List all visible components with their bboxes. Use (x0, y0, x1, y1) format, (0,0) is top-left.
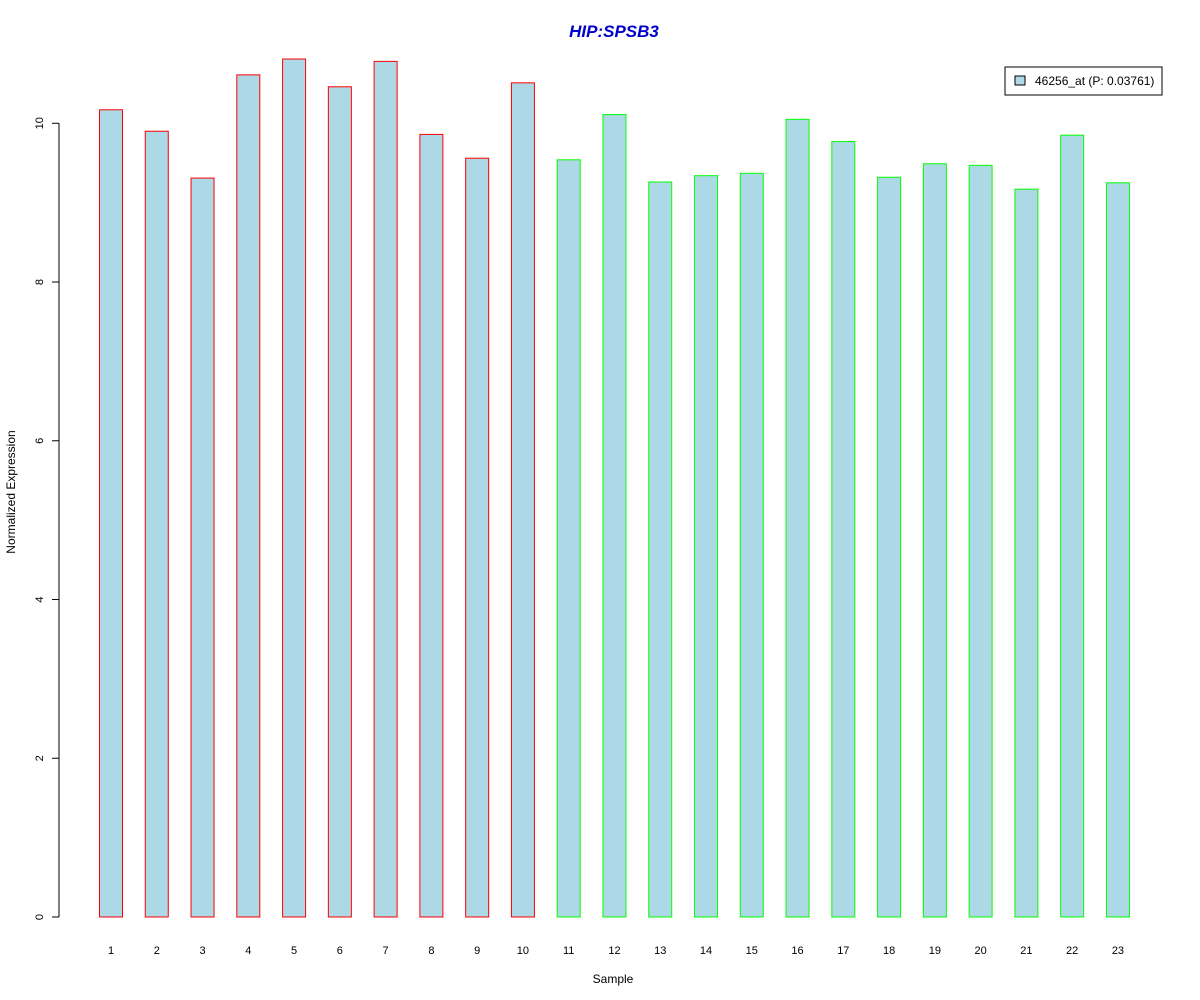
bar-sample-18 (877, 176, 902, 918)
x-tick-label: 23 (1112, 945, 1124, 957)
y-axis-title: Normalized Expression (4, 430, 18, 553)
x-tick-label: 4 (245, 945, 251, 957)
x-tick-label: 21 (1020, 945, 1032, 957)
bar-sample-15 (739, 172, 764, 918)
bar-sample-20 (968, 164, 993, 918)
bar-sample-16 (785, 118, 810, 918)
x-tick-label: 3 (199, 945, 205, 957)
y-tick-label: 4 (34, 596, 46, 602)
x-tick-label: 18 (883, 945, 895, 957)
bar-sample-17 (831, 141, 856, 918)
legend-box (1004, 66, 1163, 96)
x-tick-label: 1 (108, 945, 114, 957)
x-tick-label: 10 (517, 945, 529, 957)
legend-label: 46256_at (P: 0.03761) (1035, 74, 1154, 88)
bar-sample-9 (465, 157, 490, 918)
bar-sample-8 (419, 133, 444, 918)
y-tick-label: 10 (34, 117, 46, 129)
x-tick-label: 9 (474, 945, 480, 957)
bar-sample-6 (327, 86, 352, 918)
bar-sample-22 (1060, 134, 1085, 918)
x-tick-label: 17 (837, 945, 849, 957)
y-axis: 0 2 4 6 8 10 (34, 117, 60, 920)
x-tick-label: 12 (608, 945, 620, 957)
x-tick-label: 15 (746, 945, 758, 957)
legend-swatch (1014, 75, 1026, 86)
x-axis-title: Sample (593, 972, 634, 986)
bar-sample-7 (373, 60, 398, 918)
legend: 46256_at (P: 0.03761) (1004, 66, 1163, 96)
x-tick-label: 2 (154, 945, 160, 957)
x-tick-label: 11 (563, 945, 574, 957)
x-tick-label: 7 (383, 945, 389, 957)
y-tick-label: 0 (34, 914, 46, 920)
x-tick-label: 19 (929, 945, 941, 957)
bar-sample-21 (1014, 188, 1039, 918)
x-tick-labels: 1 2 3 4 5 6 7 8 9 10 11 12 13 14 15 16 17 18 19 20 21 22 23 (108, 945, 1124, 957)
x-tick-label: 8 (428, 945, 434, 957)
x-tick-label: 22 (1066, 945, 1078, 957)
bars-group (99, 58, 1130, 918)
x-tick-label: 20 (975, 945, 987, 957)
bar-sample-4 (236, 74, 261, 918)
x-tick-label: 14 (700, 945, 712, 957)
bar-sample-3 (190, 177, 215, 918)
y-tick-label: 2 (34, 755, 46, 761)
bar-sample-2 (144, 130, 169, 918)
x-tick-label: 16 (791, 945, 803, 957)
x-tick-label: 13 (654, 945, 666, 957)
y-tick-label: 8 (34, 279, 46, 285)
x-tick-label: 6 (337, 945, 343, 957)
bar-sample-5 (282, 58, 307, 918)
bar-sample-19 (922, 163, 947, 918)
bar-sample-10 (510, 82, 535, 918)
chart-title: HIP:SPSB3 (569, 22, 659, 41)
bar-sample-1 (99, 109, 123, 918)
bar-sample-14 (694, 175, 719, 918)
bar-sample-13 (648, 181, 673, 918)
x-tick-label: 5 (291, 945, 297, 957)
bar-sample-11 (556, 159, 581, 918)
bar-sample-12 (602, 114, 627, 918)
y-tick-label: 6 (34, 438, 46, 444)
bar-sample-23 (1105, 182, 1130, 918)
